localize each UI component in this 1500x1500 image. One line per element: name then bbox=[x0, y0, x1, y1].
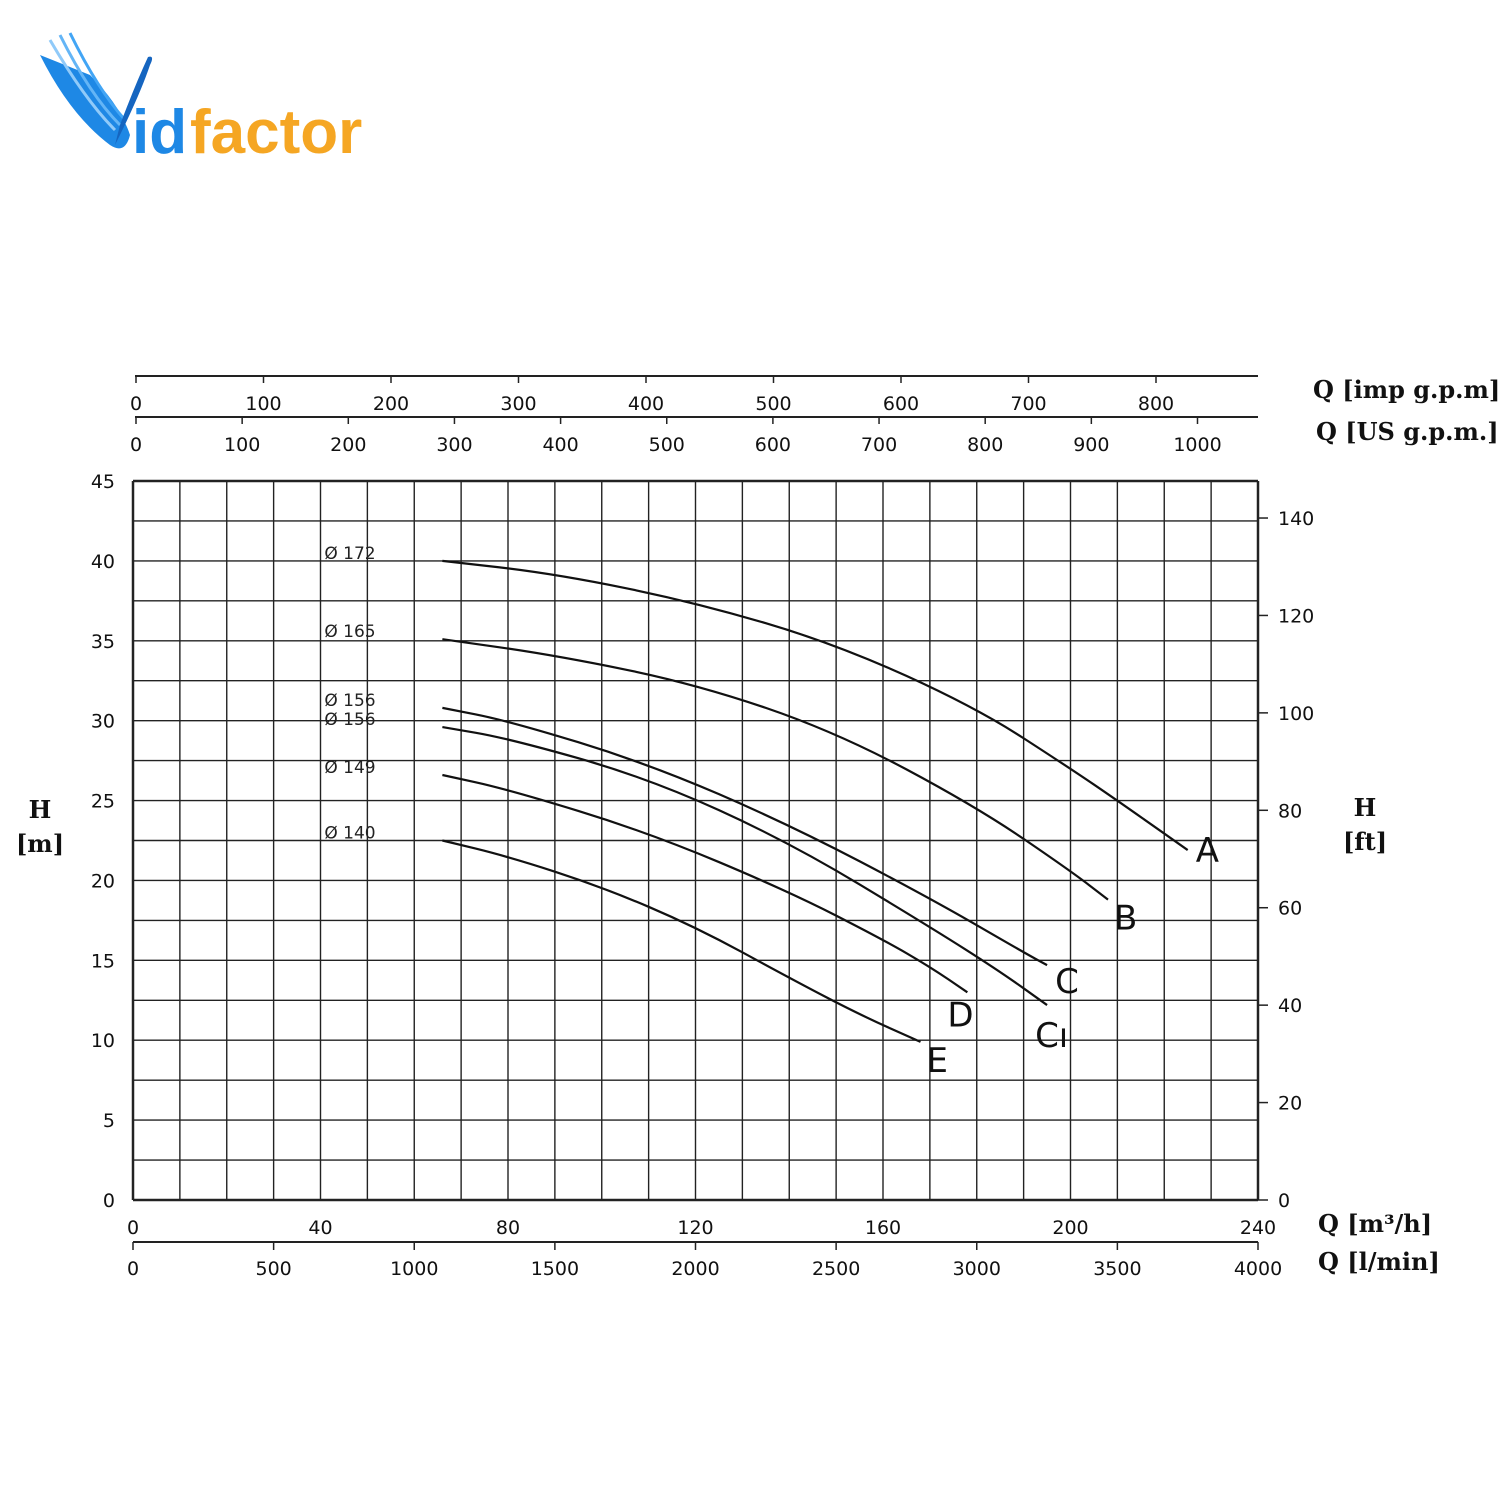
x-bottom2-tick-label: 2500 bbox=[812, 1258, 860, 1280]
y-left-tick-label: 40 bbox=[91, 551, 115, 573]
x-top2-tick-label: 800 bbox=[967, 434, 1003, 456]
vidfactor-logo: id factor bbox=[40, 32, 362, 167]
curve-E bbox=[442, 839, 921, 1043]
x-primary-tick-label: 40 bbox=[308, 1217, 332, 1239]
x-top1-tick-label: 100 bbox=[245, 393, 281, 415]
axis-units: Q [imp g.p.m] Q [US g.p.m.] Q [m³/h] Q [… bbox=[16, 375, 1500, 1276]
curve-B bbox=[442, 638, 1109, 901]
x-bottom2-tick-label: 1000 bbox=[390, 1258, 438, 1280]
x-bottom2-tick-label: 3000 bbox=[953, 1258, 1001, 1280]
curve-C bbox=[442, 706, 1048, 967]
x-top1-tick-label: 700 bbox=[1010, 393, 1046, 415]
x-top2-tick-label: 0 bbox=[130, 434, 142, 456]
x-top2-tick-label: 300 bbox=[436, 434, 472, 456]
curve-A bbox=[442, 559, 1189, 851]
labels: Ø 172 A Ø 165 B Ø 156 C Ø 156 Cı Ø 149 D Ø 140 E bbox=[324, 544, 1219, 1081]
diameter-label-C: Ø 156 bbox=[324, 691, 375, 711]
y-right-tick-label: 80 bbox=[1278, 800, 1302, 822]
y-right-tick-label: 40 bbox=[1278, 995, 1302, 1017]
x-top2-tick-label: 600 bbox=[755, 434, 791, 456]
logo-text-factor: factor bbox=[190, 98, 362, 167]
y-right-tick-label: 100 bbox=[1278, 703, 1314, 725]
x-top2-tick-label: 900 bbox=[1073, 434, 1109, 456]
y-left-label-line1: H bbox=[29, 795, 52, 824]
x-bottom2-tick-label: 3500 bbox=[1093, 1258, 1141, 1280]
x-primary-tick-label: 120 bbox=[677, 1217, 713, 1239]
y-left-tick-label: 0 bbox=[103, 1190, 115, 1212]
x-primary-tick-label: 160 bbox=[865, 1217, 901, 1239]
curves bbox=[442, 559, 1189, 1043]
top2-axis-label: Q [US g.p.m.] bbox=[1316, 417, 1499, 446]
x-top2-tick-label: 1000 bbox=[1173, 434, 1221, 456]
logo-text-id: id bbox=[132, 98, 187, 167]
curve-label-A: A bbox=[1196, 831, 1219, 871]
y-right-tick-label: 140 bbox=[1278, 508, 1314, 530]
x-top2-tick-label: 200 bbox=[330, 434, 366, 456]
x-top1-tick-label: 500 bbox=[755, 393, 791, 415]
x-bottom2-axis-label: Q [l/min] bbox=[1318, 1247, 1440, 1276]
top1-axis-label: Q [imp g.p.m] bbox=[1313, 375, 1500, 404]
y-left-tick-label: 25 bbox=[91, 791, 115, 813]
feather-icon bbox=[40, 32, 153, 149]
y-left-tick-label: 20 bbox=[91, 870, 115, 892]
x-top1-tick-label: 800 bbox=[1138, 393, 1174, 415]
y-right-tick-label: 120 bbox=[1278, 605, 1314, 627]
diameter-label-E: Ø 140 bbox=[324, 824, 375, 844]
diameter-label-A: Ø 172 bbox=[324, 544, 375, 564]
x-bottom2-tick-label: 500 bbox=[255, 1258, 291, 1280]
y-left-label-line2: [m] bbox=[16, 829, 64, 858]
x-top2-tick-label: 400 bbox=[542, 434, 578, 456]
y-left-tick-label: 35 bbox=[91, 631, 115, 653]
x-bottom2-tick-label: 4000 bbox=[1234, 1258, 1282, 1280]
x-bottom2-tick-label: 0 bbox=[127, 1258, 139, 1280]
y-right-label-line1: H bbox=[1354, 793, 1377, 822]
x-top2-tick-label: 100 bbox=[224, 434, 260, 456]
y-left-tick-label: 15 bbox=[91, 950, 115, 972]
curve-C1 bbox=[442, 725, 1048, 1006]
x-top2-tick-label: 500 bbox=[649, 434, 685, 456]
curve-label-D: D bbox=[947, 995, 973, 1035]
curve-label-B: B bbox=[1114, 899, 1137, 939]
grid bbox=[131, 479, 1260, 1202]
x-primary-axis-label: Q [m³/h] bbox=[1318, 1209, 1432, 1238]
y-right-tick-label: 0 bbox=[1278, 1190, 1290, 1212]
curve-label-E: E bbox=[927, 1041, 948, 1081]
y-right-tick-label: 60 bbox=[1278, 898, 1302, 920]
axes: 0 5 10 15 20 25 30 35 40 45 0 20 40 60 80 100 120 140 0 40 8… bbox=[91, 375, 1314, 1280]
x-top1-tick-label: 600 bbox=[883, 393, 919, 415]
x-top2-tick-label: 700 bbox=[861, 434, 897, 456]
x-top1-tick-label: 300 bbox=[500, 393, 536, 415]
curve-D bbox=[442, 773, 968, 994]
y-left-tick-label: 5 bbox=[103, 1110, 115, 1132]
curve-label-C: C bbox=[1055, 962, 1079, 1002]
x-primary-tick-label: 200 bbox=[1052, 1217, 1088, 1239]
y-right-tick-label: 20 bbox=[1278, 1093, 1302, 1115]
curve-label-C1: Cı bbox=[1035, 1016, 1068, 1056]
y-left-tick-label: 10 bbox=[91, 1030, 115, 1052]
x-bottom2-tick-label: 1500 bbox=[531, 1258, 579, 1280]
x-primary-tick-label: 240 bbox=[1240, 1217, 1276, 1239]
diameter-label-D: Ø 149 bbox=[324, 758, 375, 778]
y-right-label-line2: [ft] bbox=[1343, 827, 1387, 856]
x-primary-tick-label: 80 bbox=[496, 1217, 520, 1239]
x-primary-tick-label: 0 bbox=[127, 1217, 139, 1239]
x-top1-tick-label: 0 bbox=[130, 393, 142, 415]
y-left-tick-label: 30 bbox=[91, 711, 115, 733]
x-top1-tick-label: 400 bbox=[628, 393, 664, 415]
diameter-label-C1: Ø 156 bbox=[324, 710, 375, 730]
x-bottom2-tick-label: 2000 bbox=[671, 1258, 719, 1280]
y-left-tick-label: 45 bbox=[91, 471, 115, 493]
diameter-label-B: Ø 165 bbox=[324, 622, 375, 642]
x-top1-tick-label: 200 bbox=[373, 393, 409, 415]
